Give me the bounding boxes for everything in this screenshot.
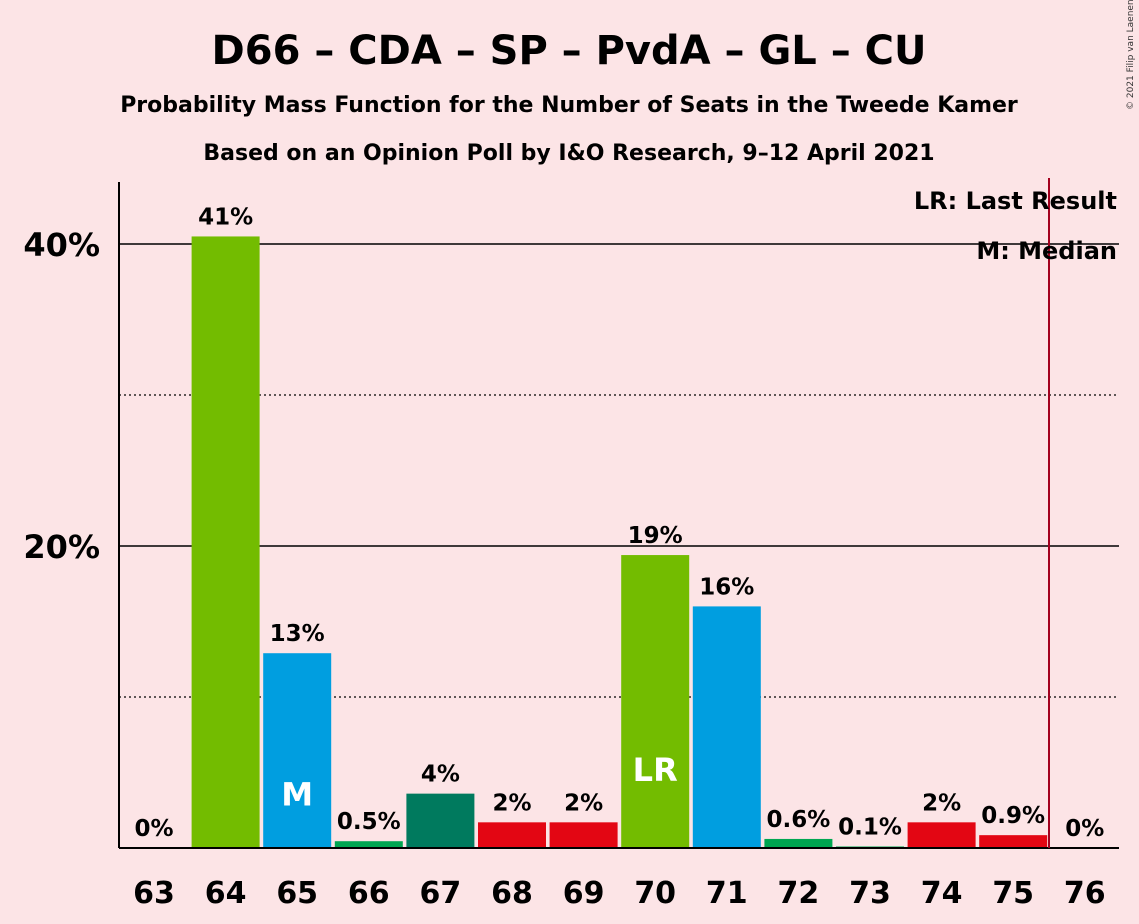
bar-75	[979, 835, 1048, 848]
data-label-68: 2%	[492, 790, 531, 816]
data-label-63: 0%	[134, 816, 173, 842]
x-tick-label: 67	[420, 876, 462, 911]
x-tick-label: 69	[563, 876, 605, 911]
data-label-66: 0.5%	[337, 809, 401, 835]
x-tick-label: 66	[348, 876, 390, 911]
x-tick-label: 65	[276, 876, 318, 911]
y-tick-label: 40%	[23, 226, 100, 264]
data-label-71: 16%	[699, 574, 754, 600]
data-label-69: 2%	[564, 790, 603, 816]
data-label-67: 4%	[421, 762, 460, 788]
chart-subtitle: Probability Mass Function for the Number…	[120, 93, 1018, 118]
x-tick-label: 74	[921, 876, 963, 911]
data-label-72: 0.6%	[767, 807, 831, 833]
bar-68	[478, 822, 546, 848]
x-axis-ticks: 63 64 65 66 67 68 69 70 71 72 73 74 75 76	[133, 876, 1106, 911]
x-tick-label: 71	[706, 876, 748, 911]
data-label-76: 0%	[1065, 816, 1104, 842]
bar-74	[907, 822, 976, 848]
bar-marker-m: M	[281, 775, 313, 813]
chart-title: D66 – CDA – SP – PvdA – GL – CU	[212, 28, 927, 74]
x-tick-label: 76	[1064, 876, 1106, 911]
x-tick-label: 75	[992, 876, 1034, 911]
data-label-74: 2%	[922, 790, 961, 816]
bar-69	[549, 822, 618, 848]
bar-64	[191, 236, 260, 848]
bar-65	[263, 653, 332, 848]
bar-marker-lr: LR	[633, 751, 678, 789]
x-tick-label: 68	[491, 876, 533, 911]
data-label-73: 0.1%	[838, 814, 902, 840]
bar-66	[334, 841, 403, 848]
x-tick-label: 70	[634, 876, 676, 911]
bar-67	[406, 793, 475, 848]
data-label-70: 19%	[628, 523, 683, 549]
bar-71	[692, 606, 761, 848]
data-labels: 0% 41% 13% M 0.5% 4% 2% 2% 19% LR 16% 0.6% 0.1% 2% 0.9…	[134, 204, 1104, 842]
bar-70	[621, 555, 690, 848]
legend-median: M: Median	[976, 237, 1117, 265]
y-tick-label: 20%	[23, 528, 100, 566]
bars	[191, 236, 1048, 848]
chart-source: Based on an Opinion Poll by I&O Research…	[203, 141, 934, 166]
x-tick-label: 72	[778, 876, 820, 911]
data-label-65: 13%	[270, 621, 325, 647]
x-tick-label: 73	[849, 876, 891, 911]
bar-72	[764, 838, 833, 848]
x-tick-label: 63	[133, 876, 175, 911]
data-label-64: 41%	[198, 204, 253, 230]
y-axis-ticks: 20% 40%	[23, 226, 100, 566]
data-label-75: 0.9%	[981, 803, 1045, 829]
x-tick-label: 64	[205, 876, 247, 911]
legend-last-result: LR: Last Result	[914, 187, 1117, 215]
copyright-text: © 2021 Filip van Laenen	[1126, 0, 1136, 110]
